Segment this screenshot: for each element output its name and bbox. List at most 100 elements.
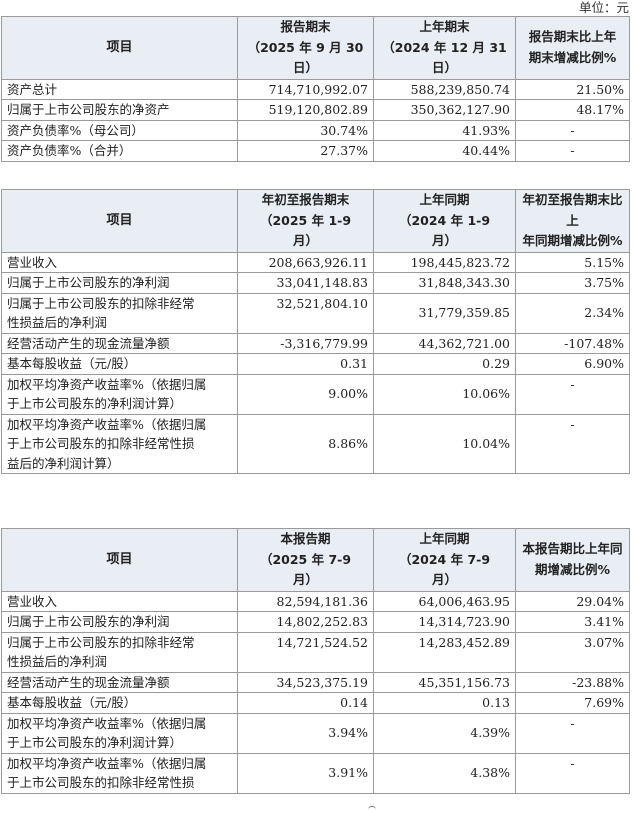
cell-prior: 41.93% [373, 119, 516, 141]
cell-change: - [515, 119, 630, 141]
table-row: 加权平均净资产收益率%（依据归属 于上市公司股东的扣除非经常性损 益后的净利润计算）… [1, 413, 630, 474]
table-row: 基本每股收益（元/股） 0.14 0.13 7.69% [1, 692, 630, 714]
header-prior-year-end: 上年期末 （2024 年 12 月 31 日） [373, 16, 516, 80]
table-row: 归属于上市公司股东的净资产 519,120,802.89 350,362,127… [1, 99, 630, 121]
table-row: 归属于上市公司股东的扣除非经常 性损益后的净利润 14,721,524.52 14… [1, 631, 630, 673]
page-number-fragment [368, 806, 376, 813]
cell-change: - [515, 712, 630, 754]
cell-change: 2.34% [515, 292, 630, 334]
cell-prior: 44,362,721.00 [373, 332, 516, 354]
cell-prior: 14,283,452.89 [373, 631, 516, 673]
cell-prior: 31,848,343.30 [373, 272, 516, 294]
cell-change: 48.17% [515, 99, 630, 121]
cell-change: 7.69% [515, 692, 630, 714]
cell-change: 29.04% [515, 590, 630, 612]
cell-current: 9.00% [237, 373, 374, 415]
cell-prior: 588,239,850.74 [373, 78, 516, 100]
cell-prior: 14,314,723.90 [373, 611, 516, 633]
table-row: 经营活动产生的现金流量净额 34,523,375.19 45,351,156.7… [1, 671, 630, 693]
cell-change: 21.50% [515, 78, 630, 100]
quarter-results-table: 项目 本报告期 （2025 年 7-9 月） 上年同期 （2024 年 7-9 月） 本… [1, 528, 630, 794]
header-item: 项目 [1, 189, 238, 253]
cell-current: -3,316,779.99 [237, 332, 374, 354]
cell-change: - [515, 373, 630, 415]
row-label: 归属于上市公司股东的净资产 [1, 99, 238, 121]
cell-current: 208,663,926.11 [237, 251, 374, 273]
row-label: 营业收入 [1, 251, 238, 273]
cell-current: 3.94% [237, 712, 374, 754]
row-label: 经营活动产生的现金流量净额 [1, 332, 238, 354]
row-label: 加权平均净资产收益率%（依据归属 于上市公司股东的扣除非经常性损 益后的净利润计算） [1, 413, 238, 474]
header-period-end: 报告期末 （2025 年 9 月 30 日） [237, 16, 374, 80]
header-ytd: 年初至报告期末 （2025 年 1-9 月） [237, 189, 374, 253]
cell-change: - [515, 140, 630, 162]
table-row: 加权平均净资产收益率%（依据归属 于上市公司股东的扣除非经常性损 3.91% 4.… [1, 752, 630, 794]
row-label: 归属于上市公司股东的净利润 [1, 272, 238, 294]
cell-prior: 4.38% [373, 752, 516, 794]
cell-prior: 0.13 [373, 692, 516, 714]
row-label: 经营活动产生的现金流量净额 [1, 671, 238, 693]
ytd-results-table: 项目 年初至报告期末 （2025 年 1-9 月） 上年同期 （2024 年 1-9 月… [1, 189, 630, 474]
header-item: 项目 [1, 528, 238, 592]
table-header-row: 项目 本报告期 （2025 年 7-9 月） 上年同期 （2024 年 7-9 月） 本… [1, 528, 630, 592]
cell-current: 30.74% [237, 119, 374, 141]
cell-change: -107.48% [515, 332, 630, 354]
row-label: 营业收入 [1, 590, 238, 612]
header-item: 项目 [1, 16, 238, 80]
cell-current: 14,721,524.52 [237, 631, 374, 673]
cell-prior: 40.44% [373, 140, 516, 162]
cell-current: 714,710,992.07 [237, 78, 374, 100]
table-row: 营业收入 82,594,181.36 64,006,463.95 29.04% [1, 590, 630, 612]
cell-current: 34,523,375.19 [237, 671, 374, 693]
table-header-row: 项目 年初至报告期末 （2025 年 1-9 月） 上年同期 （2024 年 1-9 月… [1, 189, 630, 253]
header-prior-quarter: 上年同期 （2024 年 7-9 月） [373, 528, 516, 592]
cell-current: 32,521,804.10 [237, 292, 374, 334]
cell-current: 3.91% [237, 752, 374, 794]
table-row: 资产总计 714,710,992.07 588,239,850.74 21.50… [1, 78, 630, 100]
cell-current: 0.14 [237, 692, 374, 714]
row-label: 加权平均净资产收益率%（依据归属 于上市公司股东的净利润计算） [1, 712, 238, 754]
cell-change: 6.90% [515, 353, 630, 375]
unit-label: 单位：元 [578, 0, 629, 15]
table-row: 归属于上市公司股东的净利润 14,802,252.83 14,314,723.9… [1, 611, 630, 633]
row-label: 加权平均净资产收益率%（依据归属 于上市公司股东的扣除非经常性损 [1, 752, 238, 794]
cell-prior: 198,445,823.72 [373, 251, 516, 273]
header-change-pct: 年初至报告期末比上 年同期增减比例% [515, 189, 630, 253]
row-label: 加权平均净资产收益率%（依据归属 于上市公司股东的净利润计算） [1, 373, 238, 415]
cell-current: 519,120,802.89 [237, 99, 374, 121]
cell-change: 5.15% [515, 251, 630, 273]
cell-current: 82,594,181.36 [237, 590, 374, 612]
cell-prior: 350,362,127.90 [373, 99, 516, 121]
table-row: 归属于上市公司股东的净利润 33,041,148.83 31,848,343.3… [1, 272, 630, 294]
row-label: 基本每股收益（元/股） [1, 692, 238, 714]
table-header-row: 项目 报告期末 （2025 年 9 月 30 日） 上年期末 （2024 年 12 月… [1, 16, 630, 80]
cell-current: 33,041,148.83 [237, 272, 374, 294]
balance-summary-table: 项目 报告期末 （2025 年 9 月 30 日） 上年期末 （2024 年 12 月… [1, 16, 630, 162]
cell-current: 0.31 [237, 353, 374, 375]
header-prior-ytd: 上年同期 （2024 年 1-9 月） [373, 189, 516, 253]
row-label: 资产总计 [1, 78, 238, 100]
table-row: 资产负债率%（母公司） 30.74% 41.93% - [1, 119, 630, 141]
header-change-pct: 报告期末比上年 期末增减比例% [515, 16, 630, 80]
cell-prior: 4.39% [373, 712, 516, 754]
header-change-pct: 本报告期比上年同 期增减比例% [515, 528, 630, 592]
cell-change: -23.88% [515, 671, 630, 693]
cell-current: 14,802,252.83 [237, 611, 374, 633]
cell-change: - [515, 752, 630, 794]
cell-prior: 0.29 [373, 353, 516, 375]
table-row: 经营活动产生的现金流量净额 -3,316,779.99 44,362,721.0… [1, 332, 630, 354]
cell-change: 3.41% [515, 611, 630, 633]
cell-current: 27.37% [237, 140, 374, 162]
row-label: 资产负债率%（合并） [1, 140, 238, 162]
table-row: 归属于上市公司股东的扣除非经常 性损益后的净利润 32,521,804.10 31… [1, 292, 630, 334]
row-label: 资产负债率%（母公司） [1, 119, 238, 141]
cell-prior: 31,779,359.85 [373, 292, 516, 334]
cell-prior: 64,006,463.95 [373, 590, 516, 612]
cell-change: 3.07% [515, 631, 630, 673]
table-row: 加权平均净资产收益率%（依据归属 于上市公司股东的净利润计算） 3.94% 4.3… [1, 712, 630, 754]
cell-current: 8.86% [237, 413, 374, 474]
row-label: 归属于上市公司股东的扣除非经常 性损益后的净利润 [1, 631, 238, 673]
cell-change: 3.75% [515, 272, 630, 294]
header-quarter: 本报告期 （2025 年 7-9 月） [237, 528, 374, 592]
table-row: 基本每股收益（元/股） 0.31 0.29 6.90% [1, 353, 630, 375]
